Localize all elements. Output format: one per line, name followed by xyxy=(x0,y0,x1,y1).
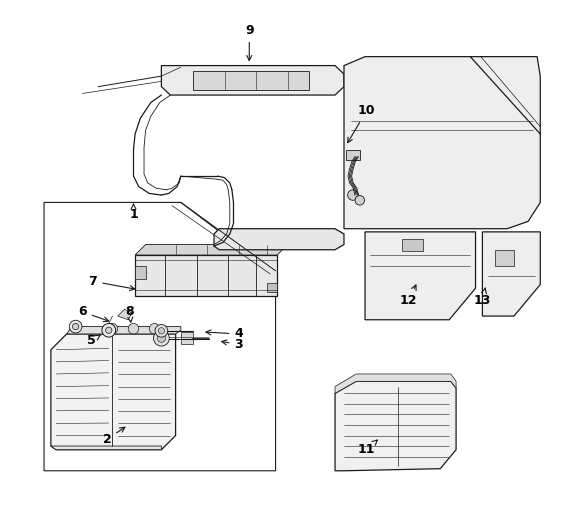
Polygon shape xyxy=(214,229,344,250)
Circle shape xyxy=(355,196,365,205)
Circle shape xyxy=(69,320,82,333)
Polygon shape xyxy=(335,381,456,471)
Polygon shape xyxy=(135,255,277,296)
Polygon shape xyxy=(335,374,456,394)
Circle shape xyxy=(72,323,79,330)
Polygon shape xyxy=(135,266,146,279)
Polygon shape xyxy=(482,232,540,316)
Polygon shape xyxy=(51,334,176,450)
Circle shape xyxy=(107,323,118,334)
Polygon shape xyxy=(193,71,309,90)
Circle shape xyxy=(158,327,165,334)
Text: 12: 12 xyxy=(400,285,417,307)
Polygon shape xyxy=(266,283,277,292)
Circle shape xyxy=(157,334,166,342)
Polygon shape xyxy=(402,239,423,251)
Circle shape xyxy=(155,324,168,337)
Polygon shape xyxy=(44,203,276,471)
Text: 4: 4 xyxy=(206,327,243,341)
Polygon shape xyxy=(365,232,476,320)
Text: 8: 8 xyxy=(125,305,134,322)
Circle shape xyxy=(153,330,169,346)
Circle shape xyxy=(102,323,116,337)
Text: 13: 13 xyxy=(474,288,491,307)
Text: 7: 7 xyxy=(89,275,135,290)
Circle shape xyxy=(149,323,160,334)
Polygon shape xyxy=(495,250,514,266)
Polygon shape xyxy=(118,309,132,320)
Polygon shape xyxy=(161,66,344,95)
Polygon shape xyxy=(66,326,181,334)
Polygon shape xyxy=(344,57,540,229)
Circle shape xyxy=(106,327,112,333)
Polygon shape xyxy=(346,150,360,160)
Text: 2: 2 xyxy=(103,427,125,446)
Text: 5: 5 xyxy=(87,334,101,348)
Circle shape xyxy=(348,190,358,200)
Text: 10: 10 xyxy=(348,104,375,143)
Text: 1: 1 xyxy=(129,204,138,221)
Polygon shape xyxy=(181,332,193,344)
Text: 6: 6 xyxy=(78,305,109,322)
Text: 3: 3 xyxy=(222,338,243,351)
Polygon shape xyxy=(135,244,288,255)
Text: 11: 11 xyxy=(358,440,377,456)
Circle shape xyxy=(128,323,139,334)
Text: 9: 9 xyxy=(245,24,253,60)
Polygon shape xyxy=(51,446,161,450)
